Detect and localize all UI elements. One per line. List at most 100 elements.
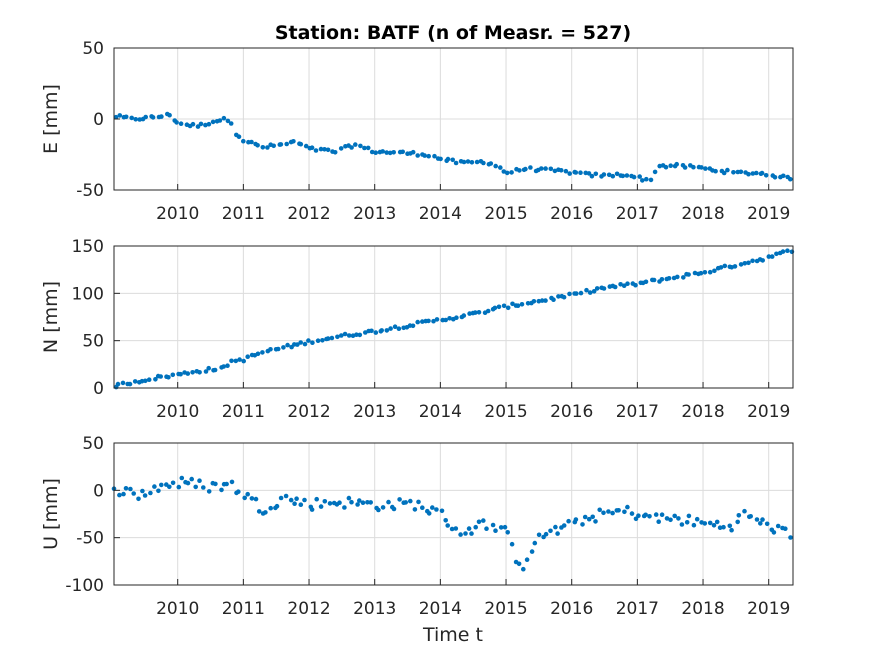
data-point <box>754 170 759 176</box>
data-point <box>237 357 242 362</box>
y-tick-label: 0 <box>93 379 104 399</box>
data-point <box>400 149 406 155</box>
data-point <box>525 301 531 306</box>
data-point <box>346 495 352 501</box>
data-point <box>553 524 558 530</box>
data-point <box>150 115 156 120</box>
data-point <box>159 482 164 488</box>
chart-title: Station: BATF (n of Measr. = 527) <box>275 22 631 44</box>
y-tick-label: -50 <box>76 529 104 549</box>
data-point <box>443 518 449 523</box>
data-point <box>519 302 525 307</box>
data-point <box>616 508 621 513</box>
data-point <box>746 171 751 177</box>
data-point <box>668 517 673 523</box>
data-point <box>434 317 440 322</box>
data-point <box>668 163 673 168</box>
x-tick-label: 2015 <box>484 599 527 619</box>
x-tick-label: 2013 <box>353 204 396 224</box>
data-point <box>769 254 775 259</box>
data-point <box>325 336 331 341</box>
data-point <box>750 258 755 264</box>
data-point <box>143 114 148 120</box>
data-point <box>133 117 138 122</box>
x-tick-label: 2011 <box>222 402 265 422</box>
data-point <box>439 508 445 514</box>
data-point <box>253 496 259 502</box>
data-point <box>453 160 459 166</box>
data-point <box>412 507 418 512</box>
data-point <box>281 345 286 350</box>
data-point <box>391 506 397 512</box>
data-point <box>369 149 375 155</box>
x-tick-label: 2019 <box>747 599 790 619</box>
data-point <box>529 549 535 554</box>
data-point <box>357 498 362 503</box>
data-point <box>123 114 129 120</box>
data-point <box>153 377 158 382</box>
data-point <box>531 299 537 304</box>
data-point <box>298 502 304 508</box>
data-point <box>481 518 486 523</box>
data-point <box>357 332 363 338</box>
data-point <box>167 112 172 118</box>
data-point <box>388 326 393 331</box>
data-point <box>354 332 359 338</box>
data-point <box>353 142 358 147</box>
data-point <box>780 249 786 254</box>
data-point <box>198 121 204 127</box>
subplot-U: 2010 2011 2012 2013 2014 2015 2016 2017 2018 2019… <box>40 434 794 619</box>
data-point <box>509 170 514 175</box>
data-point <box>225 363 230 369</box>
data-point <box>233 358 239 364</box>
data-point <box>543 531 549 537</box>
data-point <box>727 523 733 529</box>
data-point <box>303 143 309 149</box>
data-point <box>735 519 740 525</box>
data-point <box>763 173 769 178</box>
data-point <box>466 526 472 531</box>
data-point <box>148 490 153 496</box>
data-point <box>788 535 793 540</box>
data-point <box>729 527 734 533</box>
data-point <box>179 475 185 481</box>
data-point <box>781 173 786 179</box>
data-point <box>505 305 511 311</box>
data-point <box>469 160 475 165</box>
data-point <box>136 496 141 502</box>
x-tick-label: 2012 <box>287 204 330 224</box>
series-E <box>113 111 793 183</box>
data-point <box>159 114 164 119</box>
data-point <box>686 272 691 277</box>
data-point <box>731 170 736 175</box>
y-tick-label: 50 <box>82 332 104 352</box>
x-tick-label: 2016 <box>550 204 593 224</box>
data-point <box>614 171 620 177</box>
y-tick-label: 50 <box>82 434 104 454</box>
data-point <box>775 523 781 529</box>
data-point <box>422 153 428 158</box>
x-tick-label: 2016 <box>550 402 593 422</box>
data-point <box>445 523 451 528</box>
data-point <box>493 528 498 533</box>
data-point <box>606 172 612 178</box>
data-point <box>306 338 311 343</box>
data-point <box>242 495 247 501</box>
data-point <box>523 166 528 172</box>
x-tick-label: 2017 <box>616 599 659 619</box>
y-tick-label: 0 <box>93 481 104 501</box>
data-point <box>601 172 607 177</box>
data-point <box>142 493 148 498</box>
data-point <box>229 358 234 364</box>
data-point <box>325 147 331 153</box>
data-point <box>476 519 482 525</box>
data-point <box>601 286 607 291</box>
data-point <box>594 286 600 291</box>
data-point <box>532 540 538 546</box>
data-point <box>285 342 290 348</box>
data-point <box>362 145 367 151</box>
data-point <box>190 370 195 375</box>
data-point <box>309 507 315 512</box>
data-point <box>473 310 478 315</box>
